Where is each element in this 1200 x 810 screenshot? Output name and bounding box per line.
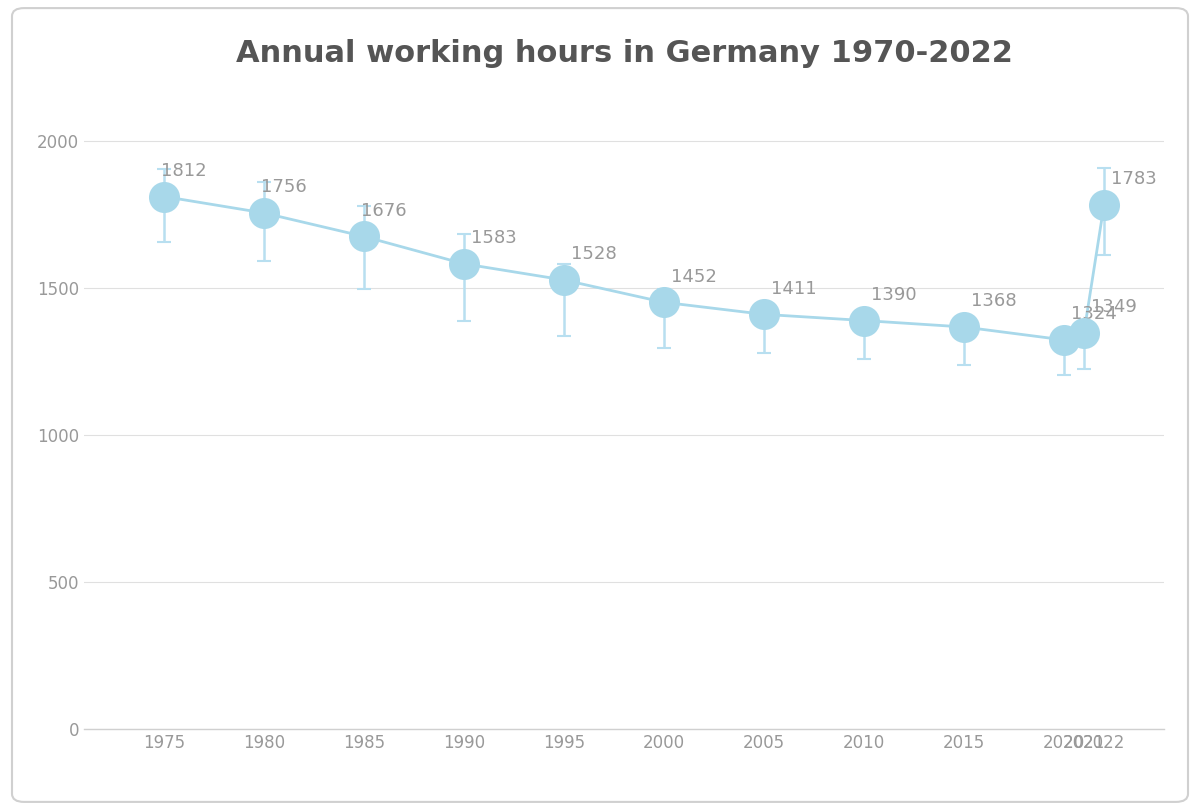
Point — [254, 207, 274, 220]
Text: 1528: 1528 — [571, 245, 617, 263]
Text: 1812: 1812 — [161, 162, 206, 180]
Point — [1074, 326, 1093, 339]
Point — [755, 308, 774, 321]
Point — [954, 321, 973, 334]
Text: 1411: 1411 — [770, 279, 816, 298]
Text: 1676: 1676 — [361, 202, 407, 220]
Text: 1452: 1452 — [671, 267, 716, 286]
Point — [155, 190, 174, 203]
Point — [554, 274, 574, 287]
Text: 1368: 1368 — [971, 292, 1016, 310]
Text: 1783: 1783 — [1111, 170, 1157, 189]
Point — [1094, 198, 1114, 211]
Point — [654, 296, 673, 309]
Text: 1756: 1756 — [262, 178, 307, 196]
Text: 1324: 1324 — [1070, 305, 1117, 323]
Text: 1349: 1349 — [1091, 298, 1136, 316]
Point — [854, 314, 874, 327]
Point — [455, 258, 474, 271]
Title: Annual working hours in Germany 1970-2022: Annual working hours in Germany 1970-202… — [235, 40, 1013, 69]
Text: 1390: 1390 — [871, 286, 917, 304]
Text: 1583: 1583 — [470, 229, 517, 247]
Point — [1055, 334, 1074, 347]
Point — [354, 230, 373, 243]
